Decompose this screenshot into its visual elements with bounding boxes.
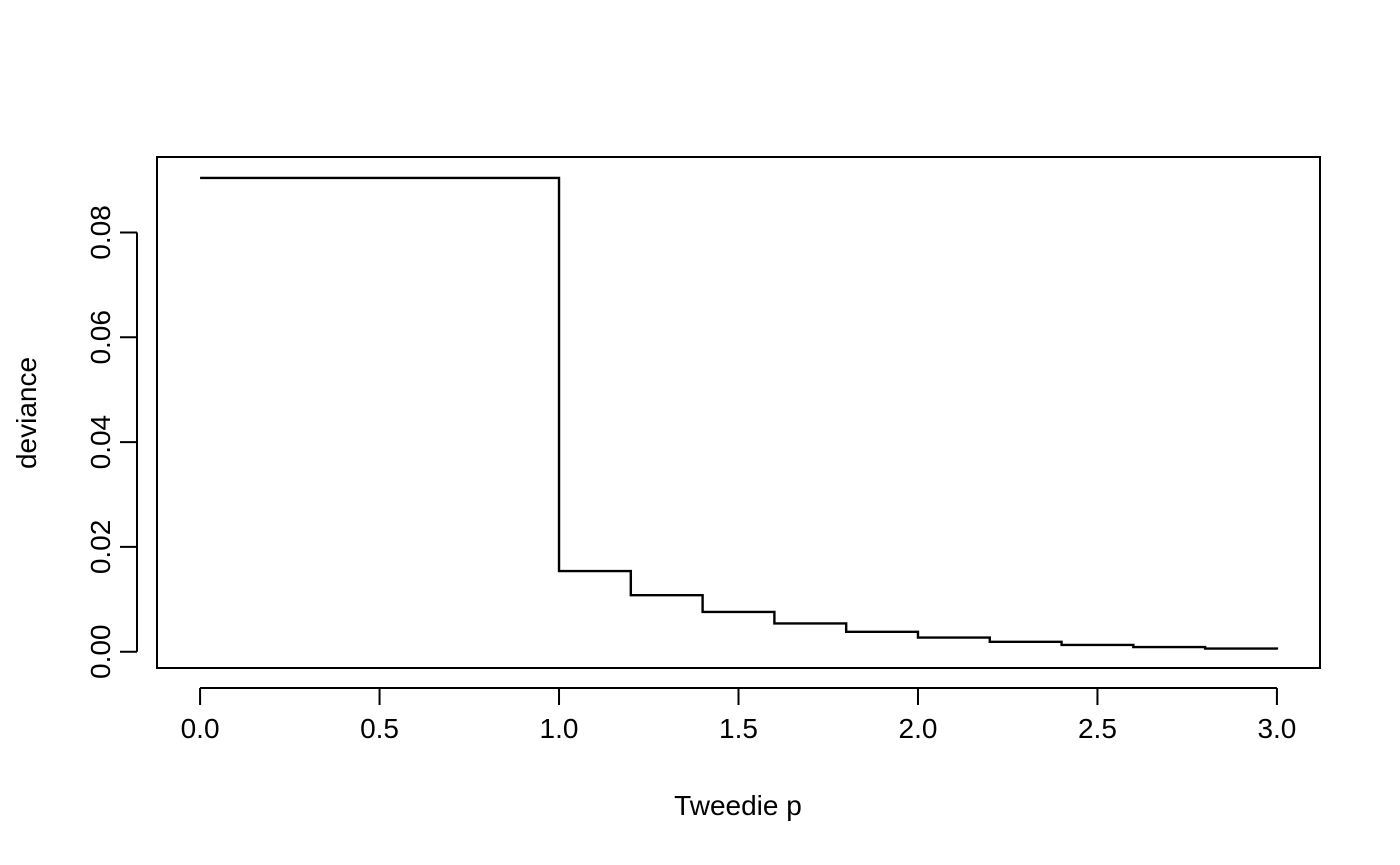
y-tick-label: 0.04	[85, 415, 116, 470]
x-axis-label: Tweedie p	[674, 790, 802, 821]
y-axis: 0.00 0.02 0.04 0.06 0.08	[85, 205, 138, 680]
y-axis-label: deviance	[11, 357, 42, 469]
x-tick-label: 1.0	[540, 713, 579, 744]
x-tick-label: 2.5	[1078, 713, 1117, 744]
series-step-line	[200, 176, 1279, 650]
x-tick-label: 2.0	[899, 713, 938, 744]
y-tick-label: 0.00	[85, 625, 116, 680]
y-tick-label: 0.08	[85, 205, 116, 260]
x-tick-label: 0.0	[181, 713, 220, 744]
y-tick-label: 0.02	[85, 520, 116, 575]
x-tick-label: 3.0	[1257, 713, 1296, 744]
plot-frame	[156, 156, 1321, 669]
x-axis: 0.0 0.5 1.0 1.5 2.0 2.5 3.0	[181, 687, 1296, 744]
x-tick-label: 1.5	[719, 713, 758, 744]
y-tick-label: 0.06	[85, 310, 116, 365]
x-tick-label: 0.5	[360, 713, 399, 744]
